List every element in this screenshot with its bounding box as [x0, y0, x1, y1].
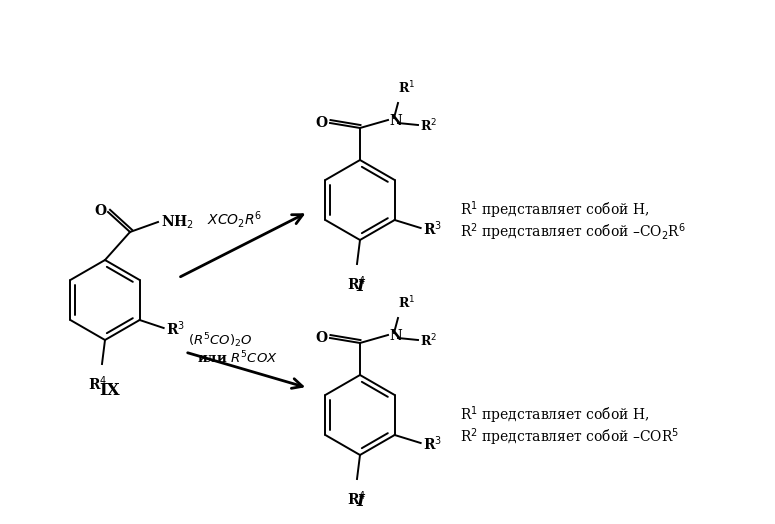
Text: R$^4$: R$^4$ — [347, 489, 367, 508]
Text: R$^3$: R$^3$ — [422, 435, 442, 453]
Text: R$^2$ представляет собой –CO$_2$R$^6$: R$^2$ представляет собой –CO$_2$R$^6$ — [460, 221, 686, 243]
Text: O: O — [315, 116, 327, 130]
Text: R$^2$: R$^2$ — [420, 333, 437, 350]
Text: R$^3$: R$^3$ — [166, 320, 184, 339]
Text: R$^2$ представляет собой –COR$^5$: R$^2$ представляет собой –COR$^5$ — [460, 426, 679, 448]
Text: $\mathit{XCO_2R^6}$: $\mathit{XCO_2R^6}$ — [208, 209, 263, 230]
Text: R$^4$: R$^4$ — [347, 274, 367, 292]
Text: R$^1$: R$^1$ — [398, 80, 415, 96]
Text: N: N — [389, 329, 401, 343]
Text: R$^2$: R$^2$ — [420, 118, 437, 134]
Text: O: O — [315, 331, 327, 345]
Text: R$^1$ представляет собой H,: R$^1$ представляет собой H, — [460, 404, 649, 426]
Text: R$^1$ представляет собой H,: R$^1$ представляет собой H, — [460, 199, 649, 221]
Text: или $\mathit{R^5COX}$: или $\mathit{R^5COX}$ — [197, 350, 277, 366]
Text: $\mathit{(R^5CO)_2O}$: $\mathit{(R^5CO)_2O}$ — [188, 331, 253, 350]
Text: I: I — [356, 278, 364, 295]
Text: N: N — [389, 114, 401, 128]
Text: R$^4$: R$^4$ — [88, 374, 108, 392]
Text: O: O — [94, 204, 106, 218]
Text: I: I — [356, 493, 364, 510]
Text: IX: IX — [100, 382, 120, 399]
Text: R$^3$: R$^3$ — [422, 220, 442, 238]
Text: NH$_2$: NH$_2$ — [161, 213, 195, 231]
Text: R$^1$: R$^1$ — [398, 294, 415, 311]
